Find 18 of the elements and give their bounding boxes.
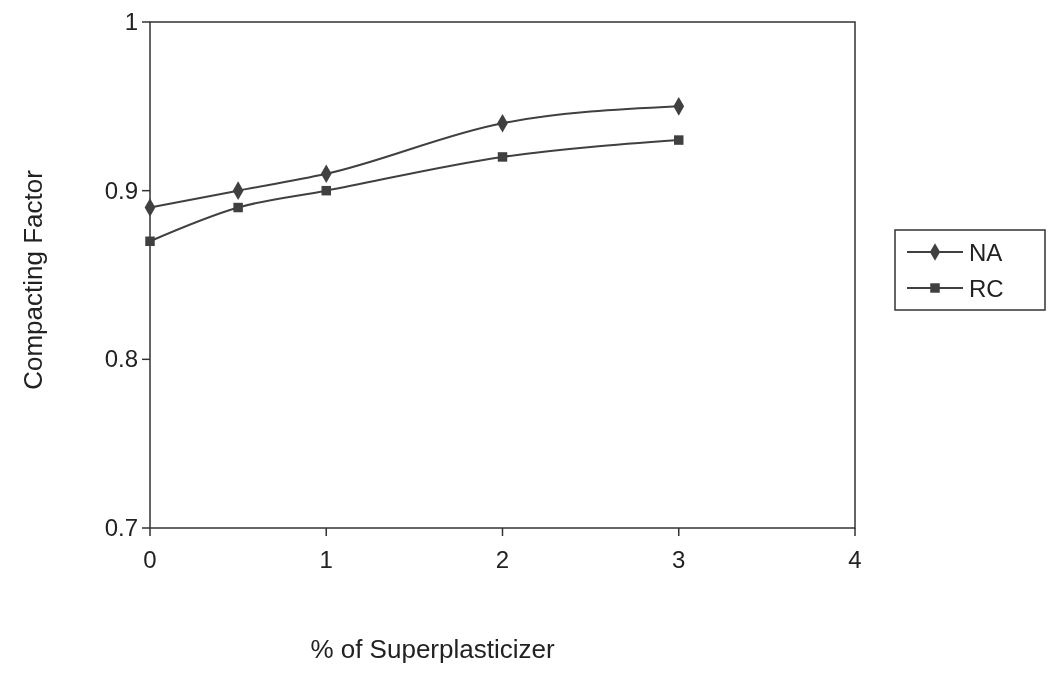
legend-label: RC (969, 275, 1004, 302)
y-tick-label: 0.9 (104, 176, 138, 204)
y-axis-title: Compacting Factor (18, 169, 48, 390)
x-axis-title: % of Superplasticizer (310, 634, 555, 664)
x-tick-label: 4 (848, 546, 862, 573)
point (321, 185, 331, 196)
point (674, 135, 684, 145)
point (145, 236, 155, 247)
y-tick-label: 0.8 (104, 345, 138, 373)
x-tick-label: 3 (672, 546, 686, 573)
y-tick-label: 0.7 (104, 514, 138, 541)
point (233, 202, 243, 213)
x-tick-label: 1 (319, 546, 333, 573)
point (497, 152, 508, 162)
x-tick-label: 0 (143, 546, 157, 573)
legend-label: NA (969, 239, 1003, 266)
y-tick-label: 1 (124, 8, 138, 35)
x-tick-label: 2 (495, 546, 510, 573)
